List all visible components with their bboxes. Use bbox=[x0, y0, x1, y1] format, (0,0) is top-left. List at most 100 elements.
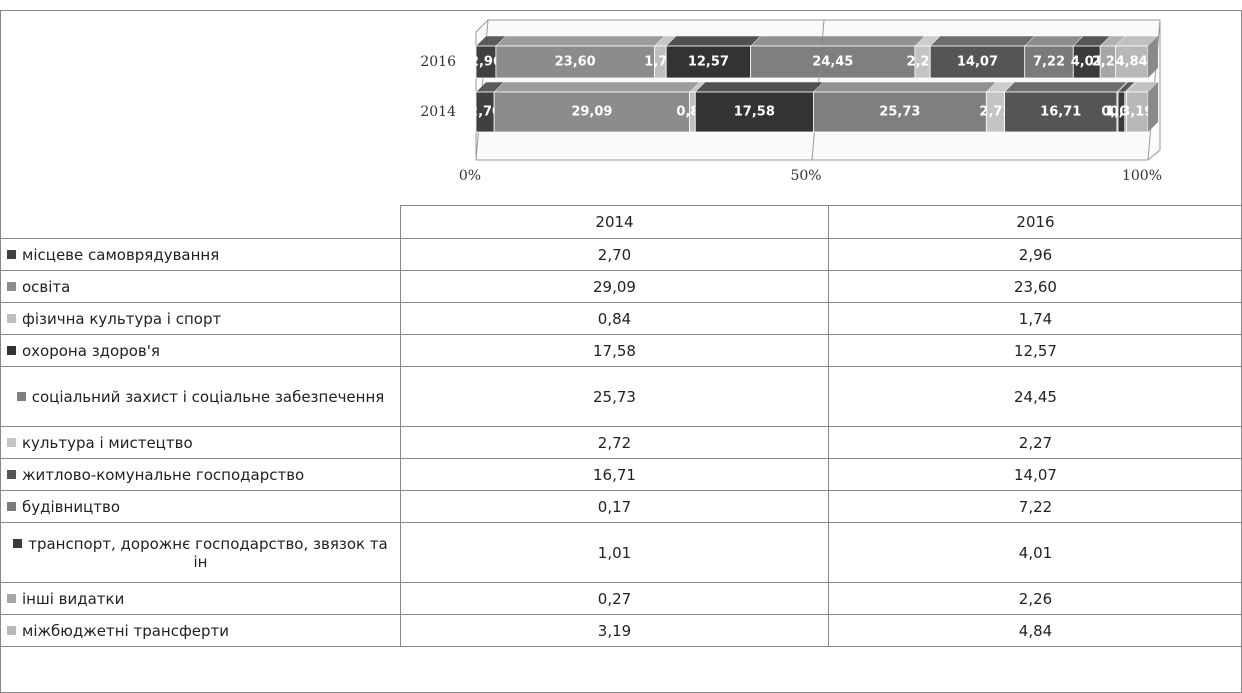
table-row: інші видатки 0,27 2,26 bbox=[0, 582, 1242, 615]
table-value: 7,22 bbox=[828, 490, 1242, 523]
header-row: 2014 2016 bbox=[0, 205, 1242, 239]
legend-label: освіта bbox=[22, 277, 71, 296]
table-value: 2,26 bbox=[828, 582, 1242, 615]
bar-side bbox=[1147, 36, 1158, 78]
legend-swatch bbox=[7, 281, 16, 291]
data-label: 2,72 bbox=[979, 105, 1011, 120]
legend-label: охорона здоров'я bbox=[22, 341, 160, 360]
bar-segment bbox=[1004, 91, 1118, 133]
bar-top bbox=[495, 35, 666, 47]
legend-swatch bbox=[7, 593, 16, 603]
table-row: освіта 29,09 23,60 bbox=[0, 270, 1242, 303]
x-tick-label: 0% bbox=[459, 168, 481, 184]
legend-cell: міжбюджетні трансферти bbox=[0, 614, 401, 647]
column-header: 2014 bbox=[400, 205, 829, 239]
legend-label: інші видатки bbox=[22, 589, 125, 608]
table-value: 14,07 bbox=[828, 458, 1242, 491]
table-value: 12,57 bbox=[828, 334, 1242, 367]
bar-top bbox=[750, 35, 926, 47]
legend-cell: соціальний захист і соціальне забезпечен… bbox=[0, 366, 401, 427]
table-value: 29,09 bbox=[400, 270, 829, 303]
table-row: охорона здоров'я 17,58 12,57 bbox=[0, 334, 1242, 367]
x-tick-label: 50% bbox=[790, 168, 821, 184]
data-label: 29,09 bbox=[571, 105, 612, 120]
bar-segment bbox=[813, 91, 987, 133]
table-row: фізична культура і спорт 0,84 1,74 bbox=[0, 302, 1242, 335]
table-value: 25,73 bbox=[400, 366, 829, 427]
legend-swatch bbox=[7, 625, 16, 635]
bar-segment bbox=[1115, 45, 1149, 79]
legend-cell: будівництво bbox=[0, 490, 401, 523]
y-tick-label: 2014 bbox=[420, 104, 456, 120]
table-value: 3,19 bbox=[400, 614, 829, 647]
bar-top bbox=[493, 81, 701, 93]
table-value: 17,58 bbox=[400, 334, 829, 367]
y-tick-label: 2016 bbox=[420, 54, 456, 70]
legend-label: будівництво bbox=[22, 497, 121, 516]
legend-cell: житлово-комунальне господарство bbox=[0, 458, 401, 491]
data-label: 4,01 bbox=[1071, 55, 1103, 70]
legend-swatch bbox=[7, 437, 16, 447]
x-tick-label: 100% bbox=[1122, 168, 1162, 184]
legend-swatch bbox=[7, 249, 16, 259]
data-label: 14,07 bbox=[957, 55, 998, 70]
table-value: 1,01 bbox=[400, 522, 829, 583]
table-value: 23,60 bbox=[828, 270, 1242, 303]
table-value: 0,27 bbox=[400, 582, 829, 615]
bar-segment bbox=[493, 91, 691, 133]
column-header: 2016 bbox=[828, 205, 1242, 239]
data-table: 2014 2016 місцеве самоврядування 2,70 2,96 ос… bbox=[0, 205, 1242, 647]
bar-segment bbox=[1126, 91, 1149, 133]
legend-cell: місцеве самоврядування bbox=[0, 238, 401, 271]
data-label: 12,57 bbox=[688, 55, 729, 70]
bar-side bbox=[1148, 82, 1159, 132]
table-row: культура і мистецтво 2,72 2,27 bbox=[0, 426, 1242, 459]
legend-label: житлово-комунальне господарство bbox=[22, 465, 305, 484]
legend-cell: культура і мистецтво bbox=[0, 426, 401, 459]
table-value: 2,70 bbox=[400, 238, 829, 271]
bar-segment bbox=[1024, 45, 1074, 79]
data-label: 3,19 bbox=[1121, 105, 1153, 120]
data-label: 7,22 bbox=[1033, 55, 1065, 70]
table-value: 2,96 bbox=[828, 238, 1242, 271]
data-label: 16,71 bbox=[1040, 105, 1081, 120]
table-row: будівництво 0,17 7,22 bbox=[0, 490, 1242, 523]
legend-label: місцеве самоврядування bbox=[22, 245, 220, 264]
legend-cell: фізична культура і спорт bbox=[0, 302, 401, 335]
data-label: 25,73 bbox=[879, 105, 920, 120]
table-row: міжбюджетні трансферти 3,19 4,84 bbox=[0, 614, 1242, 647]
data-label: 4,84 bbox=[1116, 55, 1148, 70]
bar-segment bbox=[1072, 45, 1101, 79]
legend-swatch bbox=[16, 391, 26, 401]
table-value: 24,45 bbox=[828, 366, 1242, 427]
legend-label: міжбюджетні трансферти bbox=[22, 621, 230, 640]
table-row: житлово-комунальне господарство 16,71 14,0… bbox=[0, 458, 1242, 491]
legend-cell: інші видатки bbox=[0, 582, 401, 615]
bar-top bbox=[929, 35, 1036, 47]
table-value: 2,72 bbox=[400, 426, 829, 459]
legend-swatch bbox=[7, 469, 16, 479]
data-label: 17,58 bbox=[734, 105, 775, 120]
bar-segment bbox=[665, 45, 752, 79]
table-row: соціальний захист і соціальне забезпечен… bbox=[0, 366, 1242, 427]
table-value: 4,84 bbox=[828, 614, 1242, 647]
table-value: 0,84 bbox=[400, 302, 829, 335]
legend-label: фізична культура і спорт bbox=[22, 309, 222, 328]
blank-cell bbox=[0, 205, 401, 239]
bar-top bbox=[665, 35, 762, 47]
table-value: 1,74 bbox=[828, 302, 1242, 335]
table-value: 4,01 bbox=[828, 522, 1242, 583]
legend-swatch bbox=[7, 501, 16, 511]
bar-segment bbox=[694, 91, 814, 133]
table-row: транспорт, дорожнє господарство, звязок … bbox=[0, 522, 1242, 583]
legend-cell: транспорт, дорожнє господарство, звязок … bbox=[0, 522, 401, 583]
legend-cell: охорона здоров'я bbox=[0, 334, 401, 367]
bar-segment bbox=[495, 45, 655, 79]
table-value: 2,27 bbox=[828, 426, 1242, 459]
legend-label: транспорт, дорожнє господарство, звязок … bbox=[28, 534, 388, 571]
data-label: 2,96 bbox=[470, 55, 502, 70]
data-label: 2,70 bbox=[469, 105, 501, 120]
legend-swatch bbox=[7, 345, 16, 355]
legend-label: соціальний захист і соціальне забезпечен… bbox=[31, 387, 385, 406]
